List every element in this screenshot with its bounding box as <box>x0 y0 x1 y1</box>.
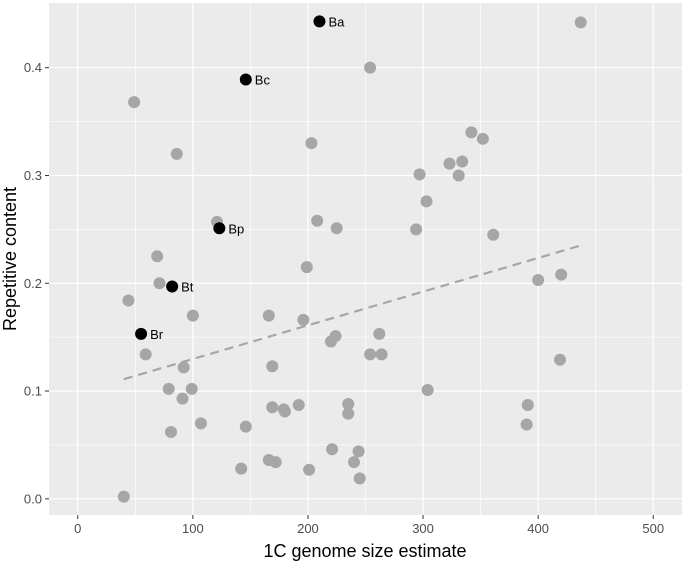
trend-line-group <box>123 244 582 381</box>
x-tick-label: 300 <box>412 521 434 536</box>
data-point <box>410 223 423 236</box>
data-point <box>177 361 190 374</box>
data-point <box>239 420 252 433</box>
trend-line <box>123 244 582 381</box>
data-point <box>465 126 478 139</box>
data-point <box>262 309 275 322</box>
y-axis-ticks: 0.0 0.1 0.2 0.3 0.4 <box>24 60 49 506</box>
data-point <box>452 169 465 182</box>
grid-lines <box>49 3 682 515</box>
data-point <box>185 382 198 395</box>
data-point <box>194 417 207 430</box>
highlighted-point-label: Bt <box>181 279 194 294</box>
point-labels: Ba Bc Bp Bt Br <box>150 14 345 342</box>
data-point <box>303 463 316 476</box>
highlighted-point <box>239 73 252 86</box>
data-point <box>326 443 339 456</box>
data-point <box>266 401 279 414</box>
data-point <box>329 330 342 343</box>
data-point <box>342 407 355 420</box>
x-tick-label: 500 <box>642 521 664 536</box>
highlighted-point <box>313 15 326 28</box>
data-point <box>292 399 305 412</box>
data-points <box>117 15 587 503</box>
data-point <box>128 96 141 109</box>
data-point <box>300 261 313 274</box>
data-point <box>297 313 310 326</box>
x-tick-label: 200 <box>297 521 319 536</box>
data-point <box>364 348 377 361</box>
data-point <box>574 16 587 29</box>
data-point <box>532 274 545 287</box>
data-point <box>162 382 175 395</box>
highlighted-point <box>166 280 179 293</box>
data-point <box>353 472 366 485</box>
data-point <box>305 137 318 150</box>
y-tick-label: 0.4 <box>24 60 42 75</box>
highlighted-point-label: Bp <box>228 221 244 236</box>
data-point <box>413 168 426 181</box>
data-point <box>170 147 183 160</box>
data-point <box>421 383 434 396</box>
data-point <box>456 155 469 168</box>
data-point <box>269 456 282 469</box>
highlighted-point-label: Bc <box>255 73 271 88</box>
data-point <box>352 445 365 458</box>
x-tick-label: 0 <box>74 521 81 536</box>
data-point <box>420 195 433 208</box>
data-point <box>122 294 135 307</box>
data-point <box>151 250 164 263</box>
highlighted-point <box>135 327 148 340</box>
data-point <box>364 61 377 74</box>
data-point <box>555 268 568 281</box>
data-point <box>186 309 199 322</box>
data-point <box>311 214 324 227</box>
data-point <box>521 399 534 412</box>
data-point <box>235 462 248 475</box>
data-point <box>342 397 355 410</box>
x-tick-label: 100 <box>182 521 204 536</box>
x-axis-title: 1C genome size estimate <box>263 541 466 561</box>
data-point <box>330 222 343 235</box>
data-point <box>347 456 360 469</box>
data-point <box>153 277 166 290</box>
highlighted-point <box>213 222 226 235</box>
y-axis-title: Repetitive content <box>0 187 20 331</box>
y-tick-label: 0.1 <box>24 384 42 399</box>
highlighted-point-label: Ba <box>328 14 345 29</box>
data-point <box>554 353 567 366</box>
data-point <box>443 157 456 170</box>
y-tick-label: 0.2 <box>24 276 42 291</box>
data-point <box>278 405 291 418</box>
data-point <box>266 360 279 373</box>
data-point <box>139 348 152 361</box>
x-axis-ticks: 0 100 200 300 400 500 <box>74 515 664 536</box>
data-point <box>375 348 388 361</box>
data-point <box>164 426 177 439</box>
data-point <box>373 327 386 340</box>
y-tick-label: 0.3 <box>24 168 42 183</box>
data-point <box>520 418 533 431</box>
highlighted-point-label: Br <box>150 327 164 342</box>
data-point <box>117 490 130 503</box>
data-point <box>487 228 500 241</box>
data-point <box>476 132 489 145</box>
data-point <box>176 392 189 405</box>
x-tick-label: 400 <box>527 521 549 536</box>
y-tick-label: 0.0 <box>24 491 42 506</box>
